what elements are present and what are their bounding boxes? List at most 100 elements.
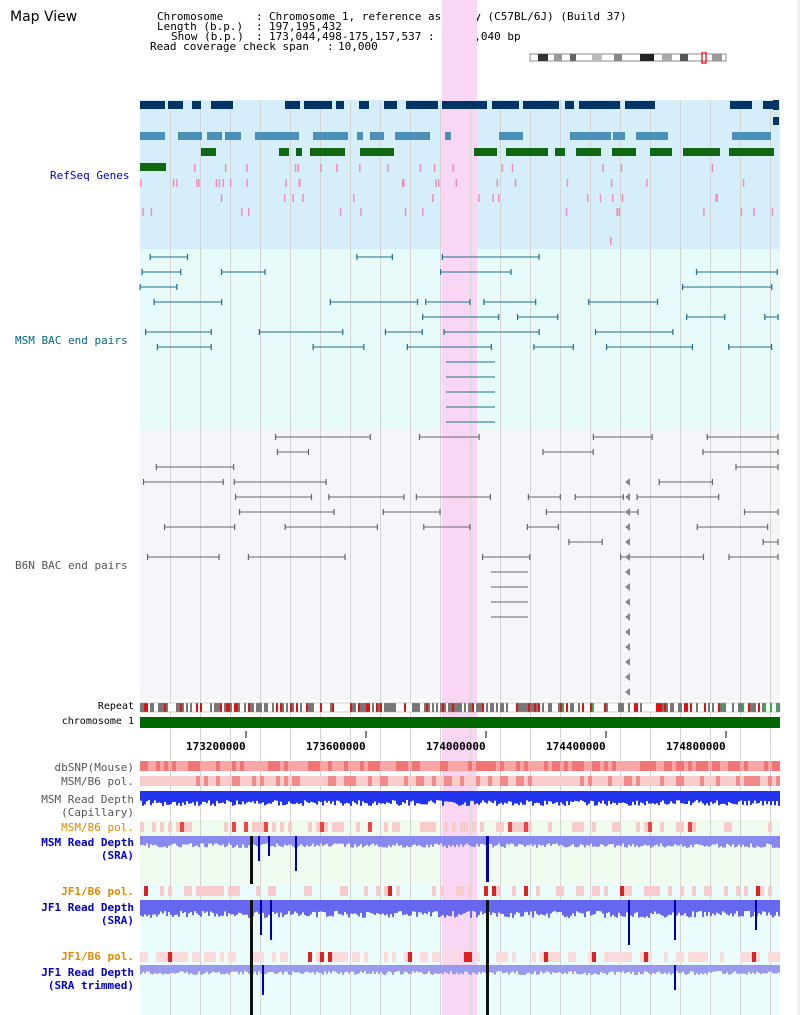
depth-bar (518, 791, 520, 806)
depth-bar (648, 965, 650, 974)
heat-cell (392, 952, 396, 962)
repeat-block (416, 703, 418, 712)
depth-bar (548, 791, 550, 802)
heat-cell (596, 776, 600, 786)
depth-bar (224, 836, 226, 848)
depth-bar (356, 836, 358, 847)
depth-bar (720, 900, 722, 916)
depth-bar (370, 836, 372, 845)
depth-bar (430, 965, 432, 975)
repeat-block (174, 703, 176, 712)
track-label-dbsnp[interactable]: dbSNP(Mouse) (54, 761, 134, 774)
track-label-msm-depth-sra[interactable]: MSM Read Depth (41, 836, 134, 849)
repeat-block (698, 703, 700, 712)
heat-cell (232, 886, 236, 896)
heat-cell (244, 776, 248, 786)
depth-bar (344, 900, 346, 912)
heat-cell (200, 776, 204, 786)
track-label-msm-b6-pol-2[interactable]: MSM/B6 pol. (61, 821, 134, 834)
gene-feature (506, 148, 548, 156)
depth-bar (342, 836, 344, 844)
track-label-jf1-b6-pol[interactable]: JF1/B6 pol. (61, 885, 134, 898)
repeat-block (536, 703, 538, 712)
heat-cell (544, 761, 548, 771)
heat-cell (208, 776, 212, 786)
depth-bar (266, 965, 268, 974)
repeat-block (222, 703, 224, 712)
depth-bar (152, 900, 154, 915)
depth-bar (182, 836, 184, 845)
depth-bar (484, 965, 486, 973)
depth-bar (642, 791, 644, 804)
repeat-block (328, 703, 330, 712)
exon-mark (711, 164, 714, 172)
depth-bar (558, 965, 560, 973)
heat-cell (556, 886, 560, 896)
grid-line (230, 100, 231, 1015)
track-label-jf1-depth-trim[interactable]: JF1 Read Depth (41, 966, 134, 979)
heat-cell (544, 776, 548, 786)
heat-cell (536, 776, 540, 786)
exon-mark (246, 179, 248, 187)
heat-cell (508, 822, 512, 832)
repeat-block (366, 703, 368, 712)
depth-bar (512, 900, 514, 918)
repeat-block (440, 703, 442, 712)
depth-bar (614, 836, 616, 848)
heat-cell (316, 761, 320, 771)
track-label-jf1-b6-pol-2[interactable]: JF1/B6 pol. (61, 950, 134, 963)
heat-cell (292, 776, 296, 786)
depth-bar (246, 900, 248, 915)
depth-bar (736, 965, 738, 974)
track-label-msm-bac[interactable]: MSM BAC end pairs (15, 334, 128, 347)
depth-bar (692, 836, 694, 848)
depth-bar (196, 900, 198, 914)
track-label-jf1-depth-sra[interactable]: JF1 Read Depth (41, 901, 134, 914)
depth-bar (622, 836, 624, 844)
depth-bar (770, 791, 772, 806)
depth-bar (642, 836, 644, 846)
depth-bar (154, 791, 156, 801)
depth-bar (204, 900, 206, 913)
chromosome-ideogram[interactable] (528, 52, 730, 64)
depth-bar (644, 836, 646, 845)
repeat-block (726, 703, 728, 712)
depth-bar (160, 836, 162, 848)
depth-bar (318, 900, 320, 912)
heat-cell (324, 761, 328, 771)
heat-cell (264, 822, 268, 832)
track-label-refseq[interactable]: RefSeq Genes (50, 169, 130, 182)
depth-bar (328, 965, 330, 972)
depth-bar (160, 965, 162, 974)
heat-cell (188, 822, 192, 832)
depth-bar (764, 965, 766, 974)
depth-bar (500, 791, 502, 803)
track-label-msm-depth-cap[interactable]: MSM Read Depth (41, 793, 134, 806)
depth-bar (354, 836, 356, 845)
repeat-block (320, 703, 322, 712)
depth-bar (440, 900, 442, 917)
depth-bar (698, 965, 700, 975)
heat-cell (364, 952, 368, 962)
exon-mark (404, 208, 407, 216)
depth-bar (702, 965, 704, 975)
heat-cell (568, 761, 572, 771)
track-label-capillary: (Capillary) (61, 806, 134, 819)
depth-bar (752, 836, 754, 848)
depth-spike (674, 965, 676, 990)
exon-mark (455, 179, 458, 187)
exon-mark (297, 164, 300, 172)
heat-cell (312, 776, 316, 786)
depth-bar (756, 965, 758, 972)
depth-bar (724, 965, 726, 975)
track-label-b6n-bac[interactable]: B6N BAC end pairs (15, 559, 128, 572)
heat-cell (336, 776, 340, 786)
gene-feature (570, 132, 611, 140)
gene-feature (279, 148, 289, 156)
track-label-msm-b6-pol[interactable]: MSM/B6 pol. (61, 775, 134, 788)
repeat-block (216, 703, 218, 712)
repeat-block (236, 703, 238, 712)
heat-cell (260, 822, 264, 832)
repeat-block (612, 703, 614, 712)
